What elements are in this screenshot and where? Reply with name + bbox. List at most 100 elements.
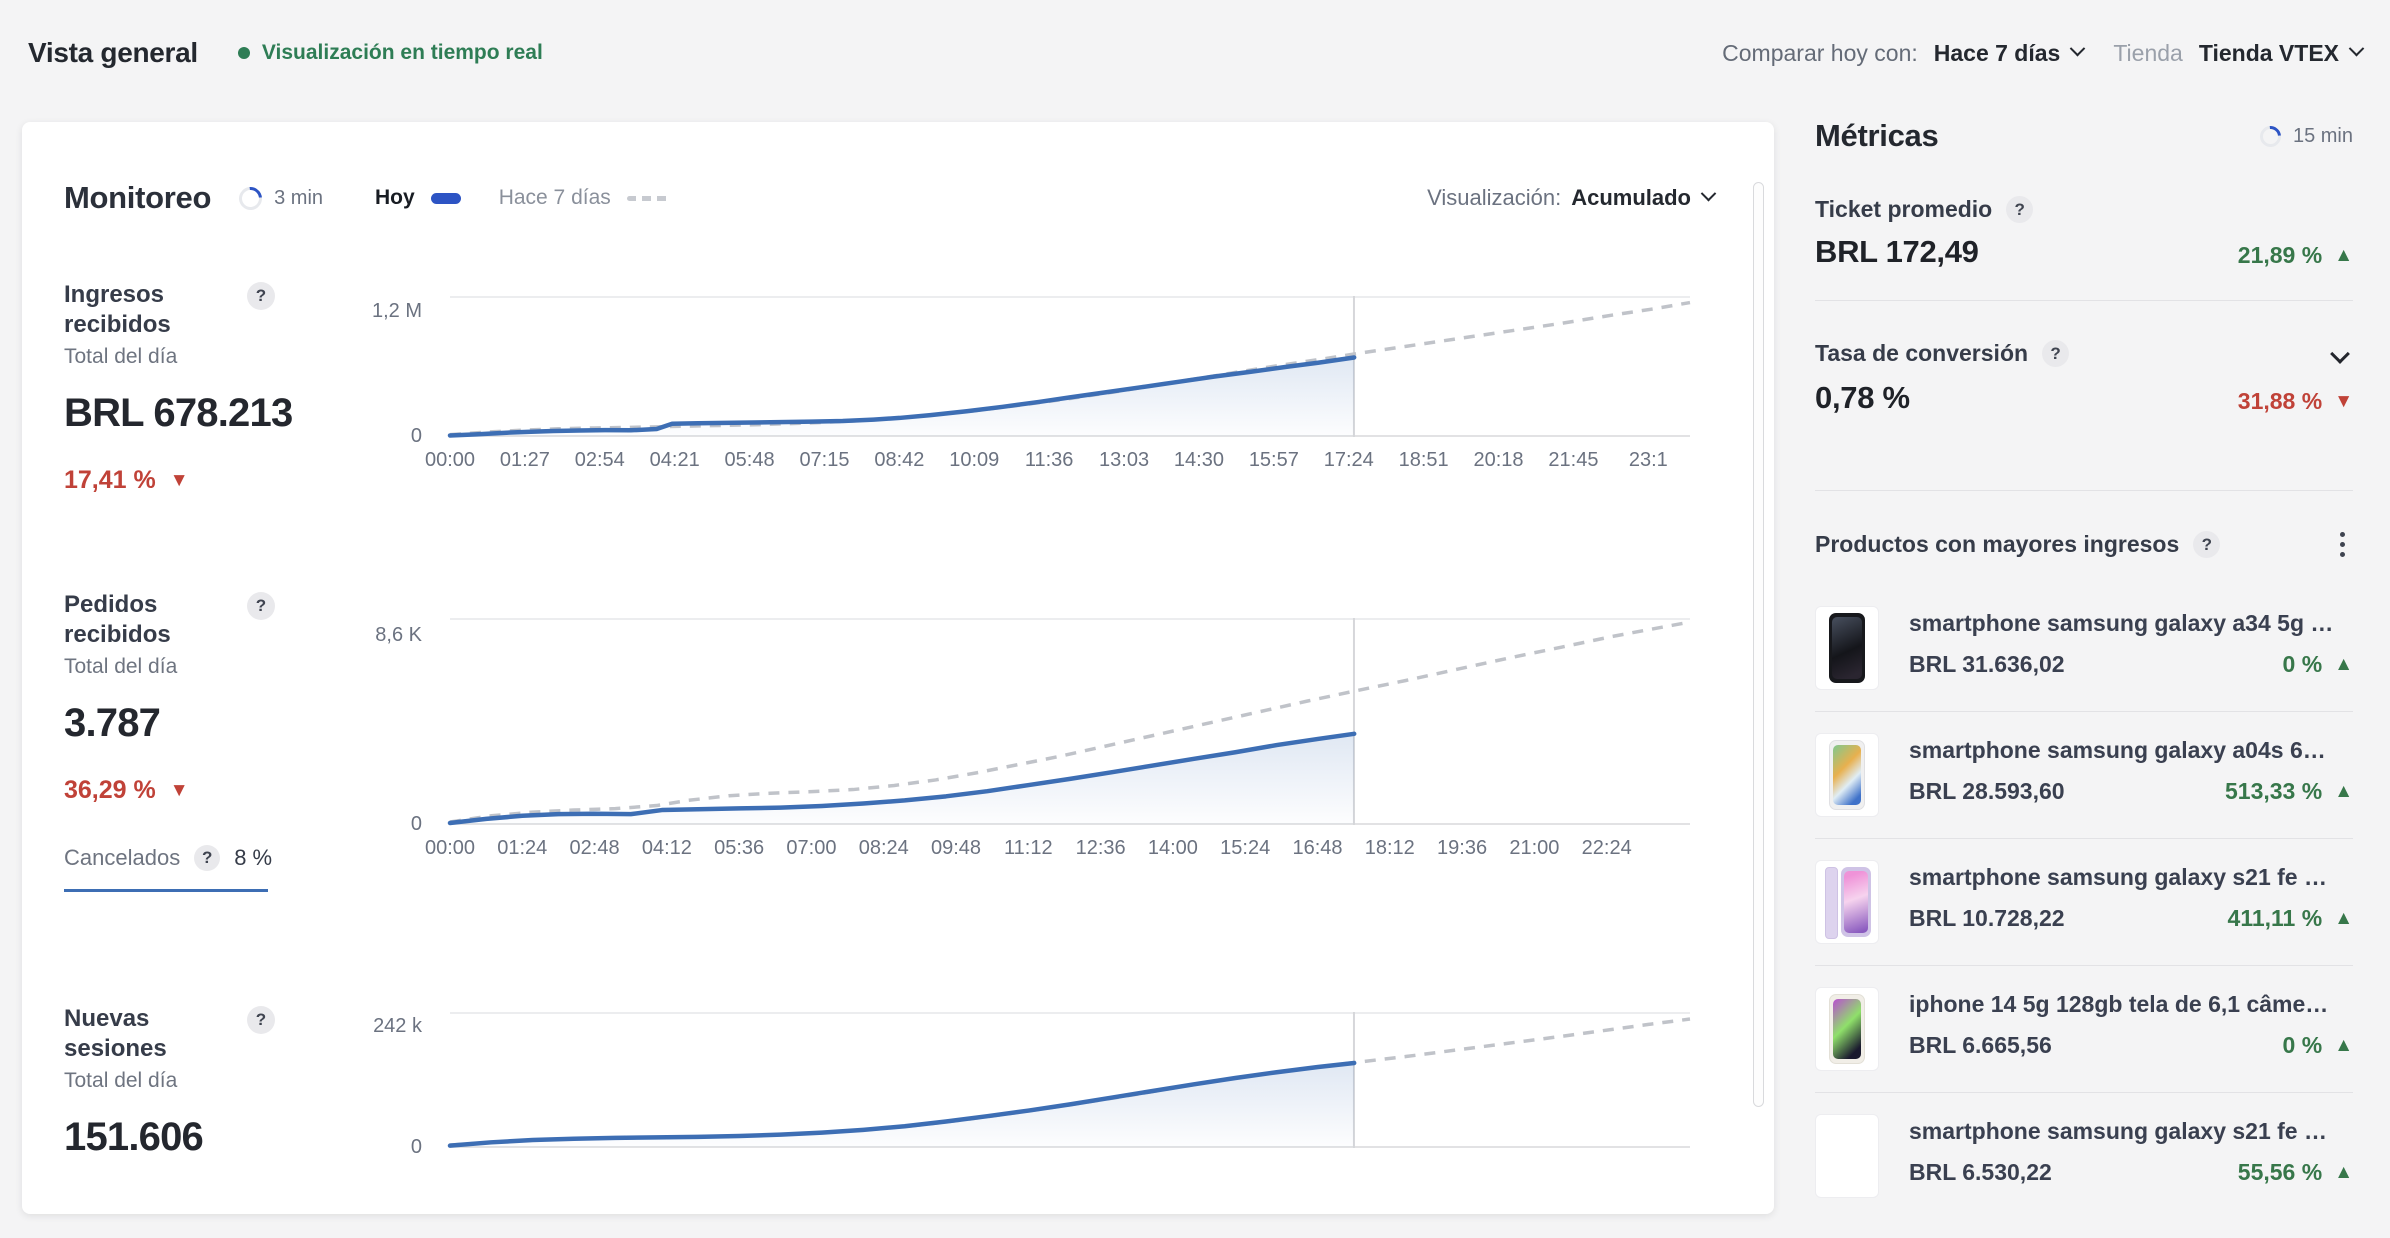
products-title: Productos con mayores ingresos — [1815, 531, 2180, 557]
cancelled-label: Cancelados — [64, 845, 181, 870]
product-revenue: BRL 28.593,60 — [1909, 778, 2065, 804]
chevron-down-icon[interactable] — [2330, 343, 2350, 364]
refresh-spinner-icon — [234, 181, 267, 215]
realtime-dot-icon — [237, 47, 250, 59]
chart-sesiones-plot — [447, 1012, 1691, 1148]
store-dropdown[interactable]: Tienda VTEX — [2199, 40, 2365, 67]
conversion-delta: 31,88 % ▼ — [2237, 388, 2353, 414]
x-tick-label: 04:21 — [649, 449, 700, 471]
x-tick-label: 14:30 — [1173, 449, 1224, 471]
product-revenue: BRL 6.530,22 — [1909, 1159, 2052, 1185]
product-row[interactable]: smartphone samsung galaxy a34 5g … BRL 3… — [1815, 600, 2353, 712]
sidebar-refresh: 15 min — [2255, 121, 2353, 151]
metric-subtitle: Total del día — [64, 655, 178, 678]
product-name: smartphone samsung galaxy s21 fe … — [1909, 864, 2327, 890]
x-tick-label: 23:1 — [1628, 449, 1668, 471]
metric-delta: 36,29 % ▼ — [64, 776, 189, 804]
product-delta: 55,56 % ▲ — [2237, 1159, 2353, 1185]
trend-up-icon: ▲ — [2334, 653, 2353, 675]
chart-legend: Hoy Hace 7 días — [375, 186, 671, 210]
x-tick-label: 16:48 — [1292, 837, 1343, 859]
kebab-menu-icon[interactable] — [2332, 528, 2353, 561]
x-tick-label: 13:03 — [1099, 449, 1150, 471]
visualization-control: Visualización: Acumulado — [1427, 185, 1717, 211]
x-tick-label: 02:48 — [569, 837, 620, 859]
metric-subtitle: Total del día — [64, 1069, 178, 1092]
metric-pedidos: Pedidos recibidos ? Total del día 3.787 … — [64, 590, 444, 892]
x-tick-label: 15:57 — [1248, 449, 1299, 471]
trend-up-icon: ▲ — [2334, 244, 2353, 266]
legend-previous[interactable]: Hace 7 días — [498, 186, 611, 209]
ticket-delta: 21,89 % ▲ — [2237, 242, 2353, 268]
help-icon[interactable]: ? — [2193, 531, 2221, 558]
help-icon[interactable]: ? — [247, 282, 275, 310]
help-icon[interactable]: ? — [247, 592, 275, 620]
product-row[interactable]: smartphone samsung galaxy s21 fe … BRL 1… — [1815, 854, 2353, 966]
metric-value: 151.606 — [64, 1115, 204, 1159]
y-axis-max-label: 1,2 M — [371, 300, 422, 322]
product-thumbnail — [1815, 733, 1879, 817]
metric-ingresos: Ingresos recibidos ? Total del día BRL 6… — [64, 280, 444, 495]
x-tick-label: 02:54 — [574, 449, 625, 471]
product-revenue: BRL 10.728,22 — [1909, 905, 2065, 931]
legend-previous-swatch-icon — [626, 195, 671, 201]
trend-down-icon: ▼ — [169, 469, 189, 491]
conversion-value: 0,78 % — [1815, 380, 1910, 415]
chart-ingresos-x-axis: 00:00 01:27 02:54 04:21 05:48 07:15 08:42 10:09… — [425, 449, 1690, 475]
help-icon[interactable]: ? — [2042, 340, 2070, 367]
x-tick-label: 00:00 — [424, 449, 476, 471]
chevron-down-icon — [1700, 185, 1717, 202]
legend-today-swatch-icon — [430, 192, 461, 204]
product-row[interactable]: smartphone samsung galaxy s21 fe … BRL 6… — [1815, 1108, 2353, 1220]
product-name: smartphone samsung galaxy a34 5g … — [1909, 610, 2334, 636]
trend-up-icon: ▲ — [2334, 780, 2353, 802]
help-icon[interactable]: ? — [247, 1006, 275, 1034]
sidebar-title: Métricas — [1815, 118, 1939, 153]
visualization-dropdown[interactable]: Acumulado — [1571, 185, 1717, 211]
compare-dropdown[interactable]: Hace 7 días — [1934, 40, 2086, 67]
product-name: smartphone samsung galaxy s21 fe … — [1909, 1118, 2327, 1144]
product-thumbnail — [1815, 606, 1879, 690]
y-axis-zero-label: 0 — [410, 425, 422, 447]
visualization-value: Acumulado — [1571, 185, 1691, 210]
x-tick-label: 17:24 — [1323, 449, 1374, 471]
product-list: smartphone samsung galaxy a34 5g … BRL 3… — [1815, 600, 2353, 1235]
ticket-label: Ticket promedio — [1815, 196, 1993, 222]
x-tick-label: 08:42 — [874, 449, 925, 471]
x-tick-label: 21:00 — [1509, 837, 1560, 859]
compare-label: Comparar hoy con: — [1722, 39, 1918, 66]
x-tick-label: 11:12 — [1004, 837, 1053, 859]
refresh-spinner-icon — [2255, 121, 2286, 151]
help-icon[interactable]: ? — [194, 845, 221, 871]
card-scrollbar[interactable] — [1753, 182, 1764, 1107]
legend-today[interactable]: Hoy — [375, 186, 415, 209]
divider — [1815, 300, 2353, 301]
product-delta: 411,11 % ▲ — [2227, 905, 2353, 931]
y-axis-max-label: 8,6 K — [375, 624, 422, 646]
x-tick-label: 19:36 — [1437, 837, 1488, 859]
metric-title: Pedidos recibidos — [64, 591, 171, 648]
product-row[interactable]: iphone 14 5g 128gb tela de 6,1 câme… BRL… — [1815, 981, 2353, 1093]
ticket-label-row: Ticket promedio ? — [1815, 196, 2353, 223]
chart-pedidos-plot — [447, 618, 1691, 826]
product-image — [1829, 613, 1865, 683]
x-tick-label: 01:24 — [497, 837, 548, 859]
metric-title: Nuevas sesiones — [64, 1005, 167, 1062]
page-title: Vista general — [28, 37, 198, 68]
chart-pedidos-x-axis: 00:00 01:24 02:48 04:12 05:36 07:00 08:24 09:48… — [425, 837, 1690, 863]
product-row[interactable]: smartphone samsung galaxy a04s 6… BRL 28… — [1815, 727, 2353, 839]
product-image — [1825, 867, 1871, 939]
refresh-interval: 15 min — [2292, 124, 2353, 147]
cancelled-row: Cancelados ? 8 % — [64, 845, 444, 871]
trend-up-icon: ▲ — [2334, 907, 2353, 929]
help-icon[interactable]: ? — [2006, 196, 2034, 223]
y-axis-max-label: 242 k — [373, 1015, 422, 1037]
topbar-controls: Comparar hoy con: Hace 7 días Tienda Tie… — [1722, 39, 2365, 67]
product-thumbnail — [1815, 1114, 1879, 1198]
metric-value: BRL 678.213 — [64, 391, 293, 435]
x-tick-label: 12:36 — [1075, 837, 1126, 859]
metric-delta: 17,41 % ▼ — [64, 466, 189, 494]
chart-sesiones-x-axis — [450, 1160, 1690, 1186]
divider — [1815, 490, 2353, 491]
x-tick-label: 04:12 — [641, 837, 692, 859]
